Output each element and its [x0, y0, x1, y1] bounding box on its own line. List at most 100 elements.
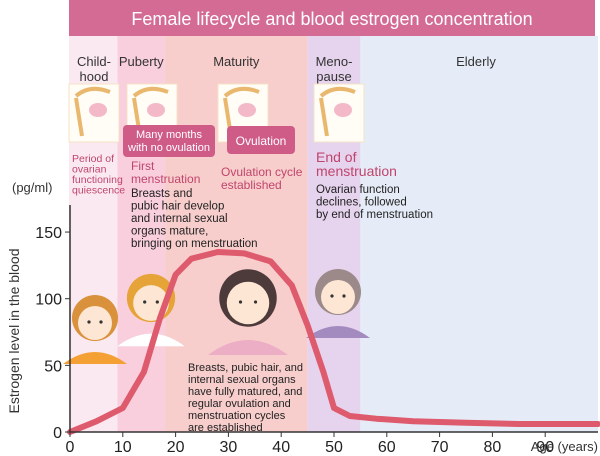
- child-illustration-shirt: [63, 352, 127, 364]
- y-tick-label-0: 0: [53, 425, 62, 442]
- text-layer: Child-hood Puberty Maturity Meno-pause Elder…: [72, 54, 496, 434]
- note-childhood-title: Period of ovarian functioning quiescence: [72, 153, 125, 197]
- note-puberty-text: Breasts and pubic hair develop and interna…: [131, 188, 258, 250]
- note-childhood-title-line: Period of: [72, 153, 114, 165]
- note-puberty-title-line: First: [131, 159, 155, 173]
- x-tick-label-90: 90: [536, 439, 554, 456]
- uterus-wall: [319, 97, 329, 137]
- woman-illustration: [208, 269, 288, 355]
- stage-label-childhood-line: hood: [80, 69, 109, 84]
- woman-illustration-eye: [238, 300, 243, 304]
- note-childhood-title-line: ovarian: [72, 164, 107, 176]
- note-menopause-text-line: Ovarian function: [316, 184, 400, 196]
- note-menopause-title-line: menstruation: [316, 163, 397, 179]
- y-tick-label-150: 150: [35, 225, 62, 242]
- fallopian-tube: [74, 86, 111, 98]
- stage-label-puberty-line: Puberty: [119, 54, 164, 69]
- curve-layer: [67, 249, 600, 435]
- teen-illustration-eye: [155, 300, 159, 304]
- stage-label-childhood: Child-hood: [77, 54, 111, 84]
- child-illustration-eye: [87, 320, 91, 324]
- child-illustration-eye: [99, 320, 103, 324]
- uterus-childhood-icon: [68, 83, 120, 143]
- note-menopause-title-line: End of: [316, 149, 357, 165]
- note-menopause-title: End of menstruation: [316, 149, 397, 179]
- y-tick-label-100: 100: [35, 292, 62, 309]
- note-menopause-text-line: by end of menstruation: [316, 209, 433, 221]
- note-menopause-text-line: declines, followed: [316, 197, 407, 209]
- note-maturity-text-line: Breasts, pubic hair, and: [188, 362, 303, 374]
- ovary-shape: [238, 103, 256, 117]
- badge-ovulation-text-line: Ovulation: [236, 134, 287, 148]
- stage-band-elderly: [360, 36, 598, 432]
- child-illustration-skin: [78, 306, 112, 340]
- woman-illustration-shirt: [208, 340, 288, 355]
- x-tick-label-20: 20: [167, 439, 185, 456]
- y-tick-label-50: 50: [44, 358, 62, 375]
- child-illustration: [63, 295, 127, 364]
- badge-ovulation-text: Ovulation: [236, 134, 287, 148]
- note-maturity-text-line: menstruation cycles: [188, 410, 286, 422]
- note-maturity-text-line: internal sexual organs: [188, 374, 296, 386]
- note-puberty-text-line: Breasts and: [131, 188, 192, 200]
- stage-label-elderly: Elderly: [456, 54, 496, 69]
- badge-no-ovulation-box: [123, 125, 215, 157]
- x-tick-label-80: 80: [484, 439, 502, 456]
- x-tick-label-40: 40: [272, 439, 290, 456]
- x-tick-label-60: 60: [378, 439, 396, 456]
- x-tick-label-0: 0: [66, 439, 75, 456]
- elderly-illustration-shirt: [306, 326, 370, 338]
- note-puberty-title-line: menstruation: [131, 172, 200, 186]
- stage-label-elderly-line: Elderly: [456, 54, 496, 69]
- stage-label-puberty: Puberty: [119, 54, 164, 69]
- note-puberty-title: First menstruation: [131, 159, 200, 186]
- elderly-illustration-eye: [330, 294, 334, 298]
- elderly-illustration: [306, 269, 370, 338]
- title-bar: [69, 0, 595, 36]
- axis-layer: 0 50 100 150 0 10 20 30 40 50 60 70 80 90: [35, 205, 598, 456]
- elderly-illustration-eye: [342, 294, 346, 298]
- y-axis-title: Estrogen level in the blood: [6, 249, 22, 414]
- note-menopause-text: Ovarian function declines, followed by end…: [316, 184, 433, 221]
- badge-no-ovulation-text-line: with no ovulation: [127, 142, 210, 154]
- y-unit-label: (pg/ml): [12, 180, 52, 195]
- note-puberty-text-line: organs mature,: [131, 226, 208, 238]
- stage-label-menopause-line: pause: [316, 69, 351, 84]
- note-maturity-text: Breasts, pubic hair, and internal sexual …: [188, 362, 303, 434]
- note-maturity-title-line: established: [221, 178, 282, 192]
- badge-no-ovulation: Many months with no ovulation: [123, 125, 215, 157]
- x-tick-label-10: 10: [114, 439, 132, 456]
- estrogen-curve-line: [67, 249, 600, 435]
- note-childhood-title-line: quiescence: [72, 185, 125, 197]
- fallopian-tube: [319, 86, 356, 98]
- ovary-shape: [147, 103, 165, 117]
- fallopian-tube: [132, 86, 169, 98]
- x-tick-label-30: 30: [220, 439, 238, 456]
- stage-label-childhood-line: Child-: [77, 54, 111, 69]
- chart-title: Female lifecycle and blood estrogen conc…: [131, 9, 532, 29]
- note-maturity-text-line: are established: [188, 422, 263, 434]
- note-puberty-text-line: pubic hair develop: [131, 201, 224, 213]
- stage-label-maturity: Maturity: [213, 54, 260, 69]
- note-maturity-title: Ovulation cycle established: [221, 165, 303, 192]
- stage-label-maturity-line: Maturity: [213, 54, 260, 69]
- fallopian-tube: [223, 86, 260, 98]
- elderly-illustration-skin: [321, 280, 355, 314]
- uterus-wall: [74, 97, 84, 137]
- x-tick-label-70: 70: [431, 439, 449, 456]
- note-puberty-text-line: and internal sexual: [131, 213, 228, 225]
- ovary-shape: [89, 103, 107, 117]
- note-maturity-text-line: regular ovulation and: [188, 398, 291, 410]
- x-tick-label-50: 50: [325, 439, 343, 456]
- woman-illustration-skin: [226, 281, 270, 325]
- note-maturity-title-line: Ovulation cycle: [221, 165, 303, 179]
- stage-label-menopause-line: Meno-: [316, 54, 353, 69]
- note-maturity-text-line: have fully matured, and: [188, 386, 302, 398]
- note-childhood-title-line: functioning: [72, 174, 123, 186]
- ovary-shape: [334, 103, 352, 117]
- badge-no-ovulation-text: Many months with no ovulation: [127, 129, 210, 154]
- uterus-menopause-icon: [313, 83, 365, 143]
- badge-no-ovulation-text-line: Many months: [136, 129, 203, 141]
- note-puberty-text-line: bringing on menstruation: [131, 238, 258, 250]
